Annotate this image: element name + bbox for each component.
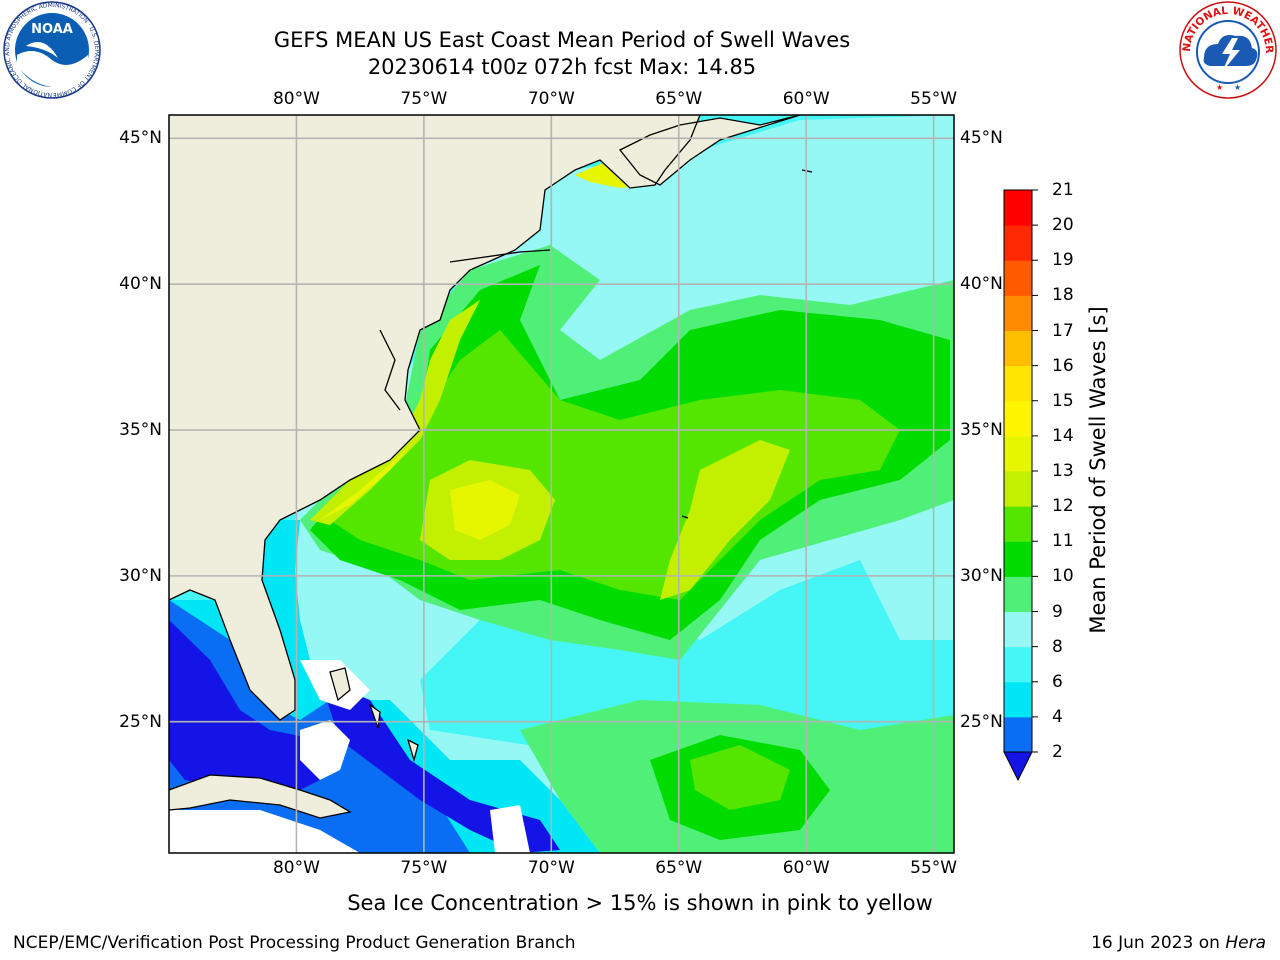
colorbar-swatch bbox=[1004, 435, 1032, 472]
colorbar-swatch bbox=[1004, 225, 1032, 261]
colorbar-swatch bbox=[1004, 295, 1032, 331]
no-data-caribbean bbox=[169, 810, 360, 853]
colorbar-tick-label: 2 bbox=[1052, 742, 1063, 762]
contour-12-13-east bbox=[660, 440, 790, 600]
colorbar-tick-label: 13 bbox=[1052, 461, 1074, 481]
producer-credit: NCEP/EMC/Verification Post Processing Pr… bbox=[13, 933, 576, 953]
no-data-florida-straits bbox=[300, 720, 350, 780]
map-panel bbox=[169, 115, 954, 853]
colorbar-tick-label: 16 bbox=[1052, 355, 1074, 376]
longitude-label: 70°W bbox=[527, 89, 575, 109]
colorbar-tick-label: 15 bbox=[1052, 390, 1074, 411]
swell-period-contours bbox=[169, 115, 954, 853]
colorbar-tick-label: 10 bbox=[1052, 566, 1074, 587]
colorbar-swatch bbox=[1004, 330, 1032, 367]
contour-11-12-south bbox=[690, 745, 790, 810]
latitude-label: 35°N bbox=[960, 420, 1003, 441]
nova-scotia-land bbox=[620, 115, 800, 185]
colorbar-tick-label: 6 bbox=[1052, 671, 1063, 692]
longitude-label: 75°W bbox=[400, 858, 448, 878]
colorbar-tick-label: 12 bbox=[1052, 496, 1074, 517]
noaa-seal-icon: NATIONAL OCEANIC AND ATMOSPHERIC ADMINIS… bbox=[0, 0, 101, 99]
latitude-label: 40°N bbox=[119, 274, 162, 295]
longitude-label: 55°W bbox=[910, 89, 958, 109]
map-frame bbox=[168, 114, 955, 854]
svg-text:★: ★ bbox=[1234, 83, 1241, 92]
svg-text:★: ★ bbox=[1216, 83, 1223, 92]
longitude-label: 60°W bbox=[782, 89, 830, 109]
colorbar-tick-label: 18 bbox=[1052, 285, 1074, 306]
longitude-label: 80°W bbox=[272, 858, 320, 878]
colorbar-swatch bbox=[1004, 646, 1032, 683]
cuba-land bbox=[169, 775, 350, 818]
host-name: Hera bbox=[1225, 933, 1266, 953]
latitude-label: 25°N bbox=[119, 711, 162, 732]
forecast-subtitle: 20230614 t00z 072h fcst Max: 14.85 bbox=[367, 55, 757, 79]
bahamas-islands bbox=[330, 668, 418, 760]
map-title: GEFS MEAN US East Coast Mean Period of S… bbox=[273, 28, 851, 52]
colorbar-extend-arrow bbox=[1003, 751, 1033, 782]
colorbar-tick-label: 20 bbox=[1052, 215, 1074, 236]
latitude-label: 30°N bbox=[119, 565, 162, 586]
longitude-label: 65°W bbox=[655, 858, 703, 878]
longitude-label: 60°W bbox=[782, 858, 830, 878]
no-data-south-bahamas bbox=[490, 805, 530, 853]
longitude-label: 75°W bbox=[400, 89, 448, 109]
colorbar-tick-label: 4 bbox=[1052, 706, 1063, 727]
colorbar-tick-label: 19 bbox=[1052, 250, 1074, 271]
colorbar-swatch bbox=[1004, 716, 1032, 753]
colorbar-tick-label: 17 bbox=[1052, 320, 1074, 341]
colorbar-tick-label: 21 bbox=[1052, 180, 1074, 200]
colorbar-tick-label: 11 bbox=[1052, 531, 1074, 552]
contour-below-2-gulf bbox=[169, 620, 340, 790]
colorbar-swatch bbox=[1004, 541, 1032, 577]
latitude-label: 30°N bbox=[960, 565, 1003, 586]
sea-ice-note: Sea Ice Concentration > 15% is shown in … bbox=[347, 891, 933, 915]
colorbar-swatch bbox=[1004, 400, 1032, 437]
contour-13-14-central bbox=[450, 480, 520, 540]
latitude-label: 35°N bbox=[119, 420, 162, 441]
colorbar-swatch bbox=[1004, 611, 1032, 648]
graticule bbox=[169, 115, 954, 853]
land-masses bbox=[169, 115, 800, 818]
latitude-label: 45°N bbox=[119, 128, 162, 149]
colorbar-swatch bbox=[1004, 190, 1032, 226]
latitude-label: 40°N bbox=[960, 274, 1003, 295]
national-weather-service-seal-icon: NATIONAL WEATHER SERVICE ★ ★ bbox=[1176, 0, 1277, 99]
colorbar-swatch bbox=[1004, 260, 1032, 296]
longitude-label: 80°W bbox=[272, 89, 320, 109]
colorbar-swatch bbox=[1004, 471, 1032, 507]
colorbar-swatch bbox=[1004, 576, 1032, 612]
colorbar-swatch bbox=[1004, 681, 1032, 718]
colorbar-tick-label: 14 bbox=[1052, 425, 1074, 446]
colorbar-swatch bbox=[1004, 506, 1032, 542]
longitude-label: 65°W bbox=[655, 89, 703, 109]
generation-date-text: 16 Jun 2023 on bbox=[1091, 933, 1226, 953]
contour-12-13-coastal bbox=[310, 300, 480, 525]
colorbar-tick-label: 8 bbox=[1052, 636, 1063, 657]
colorbar-swatch bbox=[1004, 365, 1032, 402]
latitude-label: 45°N bbox=[960, 128, 1003, 149]
longitude-label: 55°W bbox=[910, 858, 958, 878]
longitude-label: 70°W bbox=[527, 858, 575, 878]
latitude-label: 25°N bbox=[960, 711, 1003, 732]
noaa-logo-text: NOAA bbox=[31, 22, 73, 37]
colorbar-tick-label: 9 bbox=[1052, 601, 1063, 622]
colorbar-title: Mean Period of Swell Waves [s] bbox=[1086, 306, 1110, 634]
generation-date: 16 Jun 2023 on Hera bbox=[1091, 933, 1266, 953]
north-america-land bbox=[169, 115, 700, 720]
colorbar bbox=[1003, 189, 1038, 782]
